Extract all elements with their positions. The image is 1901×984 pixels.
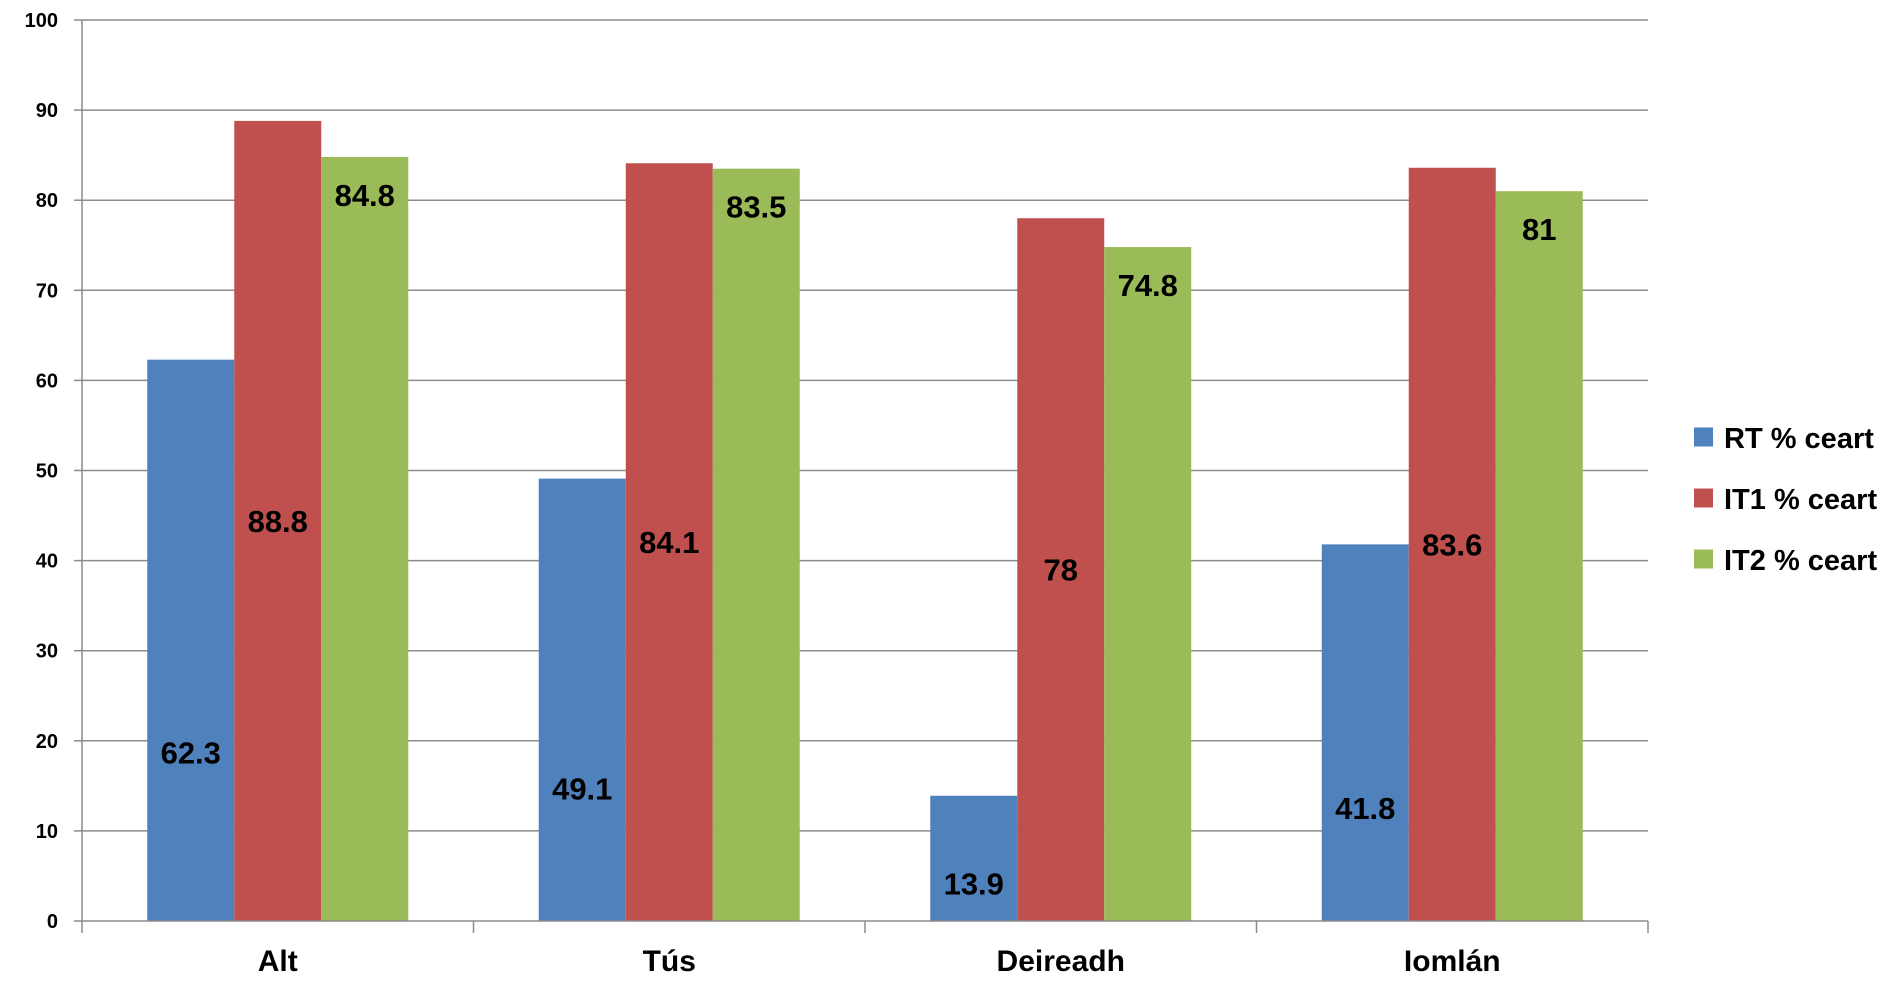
x-tick-label: Deireadh xyxy=(997,945,1125,978)
bar xyxy=(1321,544,1409,921)
legend-swatch xyxy=(1694,427,1713,447)
bar xyxy=(930,795,1018,921)
data-label: 88.8 xyxy=(248,504,308,539)
legend: RT % ceart IT1 % ceart IT2 % ceart xyxy=(1694,423,1877,577)
data-label: 41.8 xyxy=(1335,791,1395,826)
y-tick-label: 70 xyxy=(36,280,58,302)
axes: 0 10 20 30 40 50 60 70 80 90 100 Alt Tús Deireadh Ioml… xyxy=(25,10,1649,978)
bar xyxy=(538,478,626,921)
data-label: 84.1 xyxy=(639,525,699,560)
y-tick-label: 90 xyxy=(36,100,58,122)
data-label: 84.8 xyxy=(335,178,395,213)
x-tick-label: Alt xyxy=(258,945,298,978)
legend-entry: IT1 % ceart xyxy=(1724,484,1877,516)
y-tick-label: 80 xyxy=(36,190,58,212)
data-label: 13.9 xyxy=(944,866,1004,901)
data-label: 81 xyxy=(1522,212,1556,247)
data-label: 49.1 xyxy=(552,771,612,806)
legend-swatch xyxy=(1694,488,1713,508)
y-tick-label: 20 xyxy=(36,731,58,753)
y-tick-label: 50 xyxy=(36,461,58,483)
legend-entry: IT2 % ceart xyxy=(1724,545,1877,577)
y-tick-label: 0 xyxy=(47,911,58,933)
bar xyxy=(1408,167,1496,921)
data-label: 62.3 xyxy=(161,736,221,771)
y-tick-label: 10 xyxy=(36,821,58,843)
bar xyxy=(321,156,409,921)
x-tick-label: Iomlán xyxy=(1404,945,1501,978)
bar xyxy=(625,163,713,921)
data-label: 74.8 xyxy=(1118,268,1178,303)
legend-entry: RT % ceart xyxy=(1724,423,1874,455)
data-label: 83.6 xyxy=(1422,527,1482,562)
y-tick-label: 100 xyxy=(25,10,58,32)
y-tick-label: 60 xyxy=(36,370,58,392)
bar xyxy=(712,168,800,922)
bar xyxy=(1017,218,1105,922)
legend-swatch xyxy=(1694,549,1713,569)
bar xyxy=(147,359,235,921)
bar xyxy=(1495,191,1583,921)
y-tick-label: 40 xyxy=(36,551,58,573)
data-label: 78 xyxy=(1044,553,1078,588)
bar xyxy=(1104,247,1192,921)
data-labels: 62.3 88.8 84.8 49.1 84.1 83.5 13.9 78 74.8 41.8 83… xyxy=(161,178,1557,901)
x-tick-label: Tús xyxy=(643,945,696,978)
bar xyxy=(234,120,322,922)
bars xyxy=(147,120,1583,922)
y-tick-label: 30 xyxy=(36,641,58,663)
data-label: 83.5 xyxy=(726,190,786,225)
